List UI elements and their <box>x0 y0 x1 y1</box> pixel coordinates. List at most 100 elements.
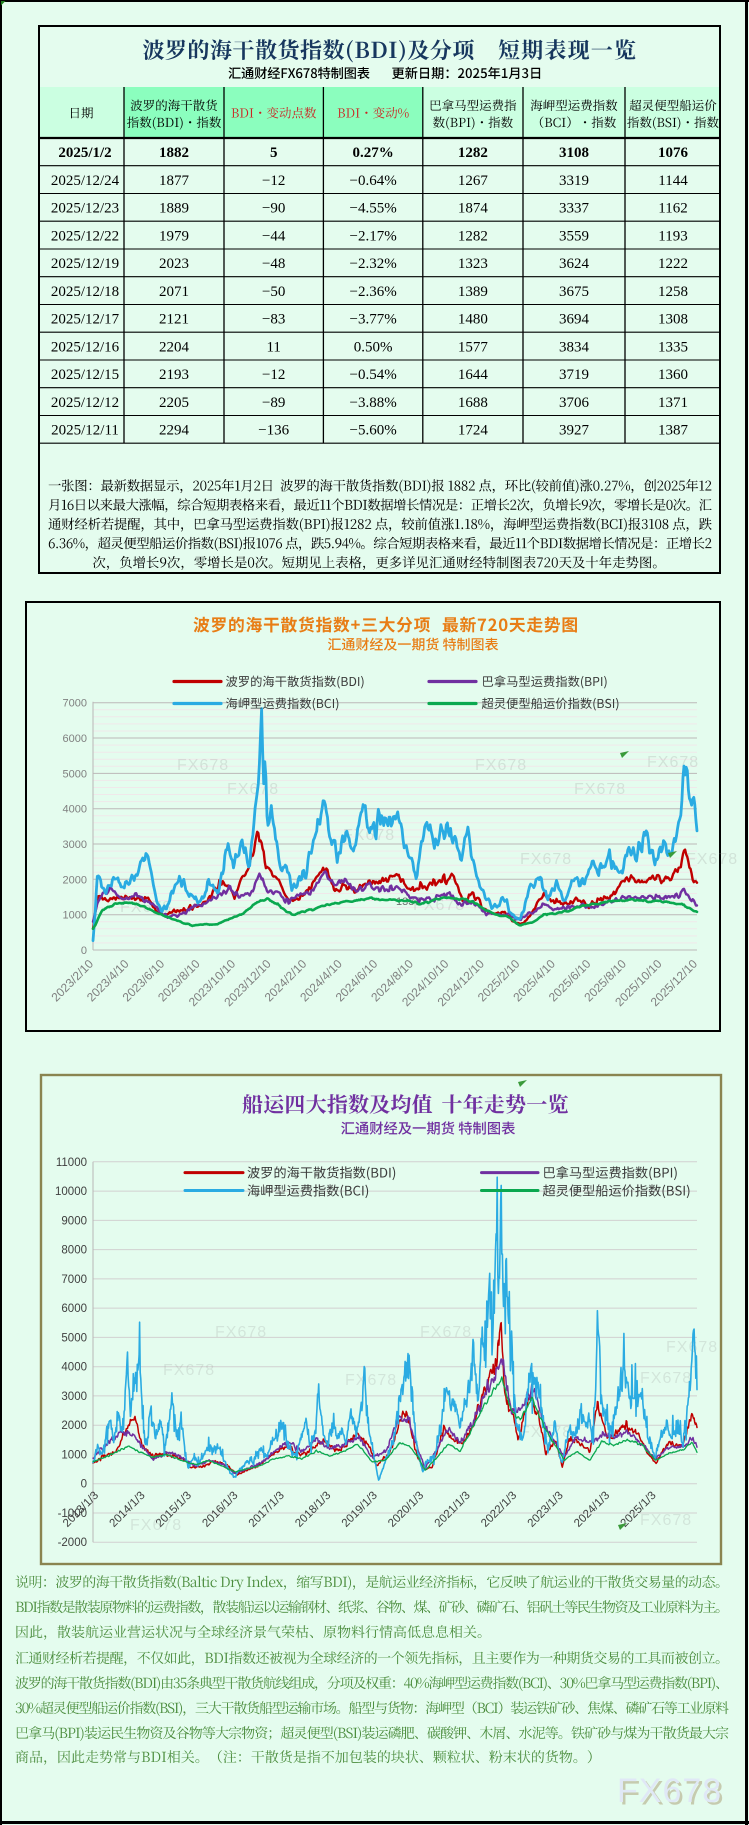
svg-text:1222: 1222 <box>658 256 688 272</box>
svg-text:2023: 2023 <box>159 256 189 272</box>
svg-text:3319: 3319 <box>559 173 589 189</box>
svg-text:FX678: FX678 <box>666 1339 718 1356</box>
svg-text:3624: 3624 <box>559 256 590 272</box>
svg-text:1882: 1882 <box>159 145 189 161</box>
svg-text:FX678: FX678 <box>475 757 527 774</box>
svg-text:7000: 7000 <box>61 1274 87 1286</box>
svg-text:-2000: -2000 <box>58 1537 87 1549</box>
svg-text:7000: 7000 <box>63 698 87 710</box>
svg-text:8000: 8000 <box>61 1245 87 1257</box>
svg-text:−44: −44 <box>262 228 286 244</box>
svg-text:2121: 2121 <box>159 312 189 328</box>
svg-text:3559: 3559 <box>559 228 589 244</box>
svg-text:2025/12/23: 2025/12/23 <box>51 201 119 217</box>
svg-text:0.50%: 0.50% <box>354 339 393 355</box>
svg-text:−4.55%: −4.55% <box>349 201 396 217</box>
svg-text:2294: 2294 <box>159 423 190 439</box>
svg-text:FX678: FX678 <box>163 1362 215 1379</box>
svg-text:FX678: FX678 <box>640 1512 692 1529</box>
svg-text:FX678: FX678 <box>640 1370 692 1387</box>
svg-text:1282: 1282 <box>458 228 488 244</box>
svg-text:3706: 3706 <box>559 395 590 411</box>
svg-text:2025/12/15: 2025/12/15 <box>51 367 119 383</box>
svg-text:1889: 1889 <box>159 201 189 217</box>
svg-text:−2.36%: −2.36% <box>349 284 396 300</box>
svg-text:1000: 1000 <box>63 910 87 922</box>
svg-text:2025/12/19: 2025/12/19 <box>51 256 119 272</box>
svg-text:−0.54%: −0.54% <box>349 367 396 383</box>
svg-text:11000: 11000 <box>56 1157 87 1169</box>
svg-text:0.27%: 0.27% <box>352 145 393 161</box>
svg-text:1162: 1162 <box>658 201 687 217</box>
svg-text:−5.60%: −5.60% <box>349 423 396 439</box>
svg-text:2205: 2205 <box>159 395 189 411</box>
svg-text:3694: 3694 <box>559 312 590 328</box>
svg-text:1877: 1877 <box>159 173 190 189</box>
svg-text:−136: −136 <box>258 423 289 439</box>
svg-text:−50: −50 <box>262 284 285 300</box>
svg-text:3719: 3719 <box>559 367 589 383</box>
svg-text:2025/12/12: 2025/12/12 <box>51 395 119 411</box>
svg-text:FX678: FX678 <box>520 851 572 868</box>
svg-text:2025/12/11: 2025/12/11 <box>51 423 119 439</box>
svg-text:9000: 9000 <box>61 1215 87 1227</box>
svg-text:4000: 4000 <box>61 1362 87 1374</box>
svg-text:1360: 1360 <box>658 367 688 383</box>
svg-text:FX678: FX678 <box>130 1517 182 1534</box>
svg-text:1258: 1258 <box>658 284 688 300</box>
svg-text:FX678: FX678 <box>617 1772 722 1810</box>
svg-text:1387: 1387 <box>658 423 689 439</box>
svg-text:1371: 1371 <box>658 395 688 411</box>
svg-text:5: 5 <box>270 145 278 161</box>
svg-text:1389: 1389 <box>458 284 488 300</box>
svg-text:2025/12/16: 2025/12/16 <box>51 339 120 355</box>
svg-text:2025/12/18: 2025/12/18 <box>51 284 119 300</box>
svg-text:3000: 3000 <box>61 1391 87 1403</box>
svg-text:−89: −89 <box>262 395 285 411</box>
svg-text:1335: 1335 <box>658 339 688 355</box>
svg-text:11: 11 <box>266 339 280 355</box>
svg-text:FX678: FX678 <box>227 781 279 798</box>
svg-text:FX678: FX678 <box>345 1372 397 1389</box>
svg-text:3927: 3927 <box>559 423 590 439</box>
svg-text:−48: −48 <box>262 256 285 272</box>
svg-text:2000: 2000 <box>63 874 87 886</box>
svg-text:1480: 1480 <box>458 312 488 328</box>
svg-text:1282: 1282 <box>458 145 488 161</box>
svg-text:−83: −83 <box>262 312 285 328</box>
svg-text:FX678: FX678 <box>177 757 229 774</box>
svg-text:2193: 2193 <box>159 367 189 383</box>
svg-text:0: 0 <box>81 1479 87 1491</box>
svg-text:−2.17%: −2.17% <box>349 228 396 244</box>
svg-text:−12: −12 <box>262 173 285 189</box>
svg-text:−3.88%: −3.88% <box>349 395 396 411</box>
svg-text:6000: 6000 <box>63 733 87 745</box>
svg-text:-1000: -1000 <box>58 1508 87 1520</box>
svg-text:FX678: FX678 <box>215 1324 267 1341</box>
svg-text:5000: 5000 <box>61 1332 87 1344</box>
svg-text:1323: 1323 <box>458 256 488 272</box>
svg-text:FX678: FX678 <box>620 1775 725 1813</box>
svg-text:2025/12/24: 2025/12/24 <box>51 173 120 189</box>
svg-text:FX678: FX678 <box>420 1324 472 1341</box>
svg-text:2000: 2000 <box>61 1420 87 1432</box>
svg-text:1000: 1000 <box>61 1449 87 1461</box>
svg-text:1308: 1308 <box>658 312 688 328</box>
svg-text:1644: 1644 <box>458 367 489 383</box>
svg-text:2025/12/17: 2025/12/17 <box>51 312 120 328</box>
svg-text:−12: −12 <box>262 367 285 383</box>
svg-text:1144: 1144 <box>658 173 688 189</box>
svg-text:−90: −90 <box>262 201 285 217</box>
svg-text:5000: 5000 <box>63 768 87 780</box>
svg-text:3337: 3337 <box>559 201 590 217</box>
svg-text:−3.77%: −3.77% <box>349 312 396 328</box>
svg-text:2071: 2071 <box>159 284 189 300</box>
svg-text:1076: 1076 <box>658 145 689 161</box>
svg-text:1874: 1874 <box>458 201 489 217</box>
svg-text:1724: 1724 <box>458 423 489 439</box>
svg-text:FX678: FX678 <box>647 754 699 771</box>
svg-text:10000: 10000 <box>55 1186 87 1198</box>
svg-text:0: 0 <box>81 945 87 957</box>
svg-text:3834: 3834 <box>559 339 590 355</box>
svg-text:6000: 6000 <box>61 1303 87 1315</box>
